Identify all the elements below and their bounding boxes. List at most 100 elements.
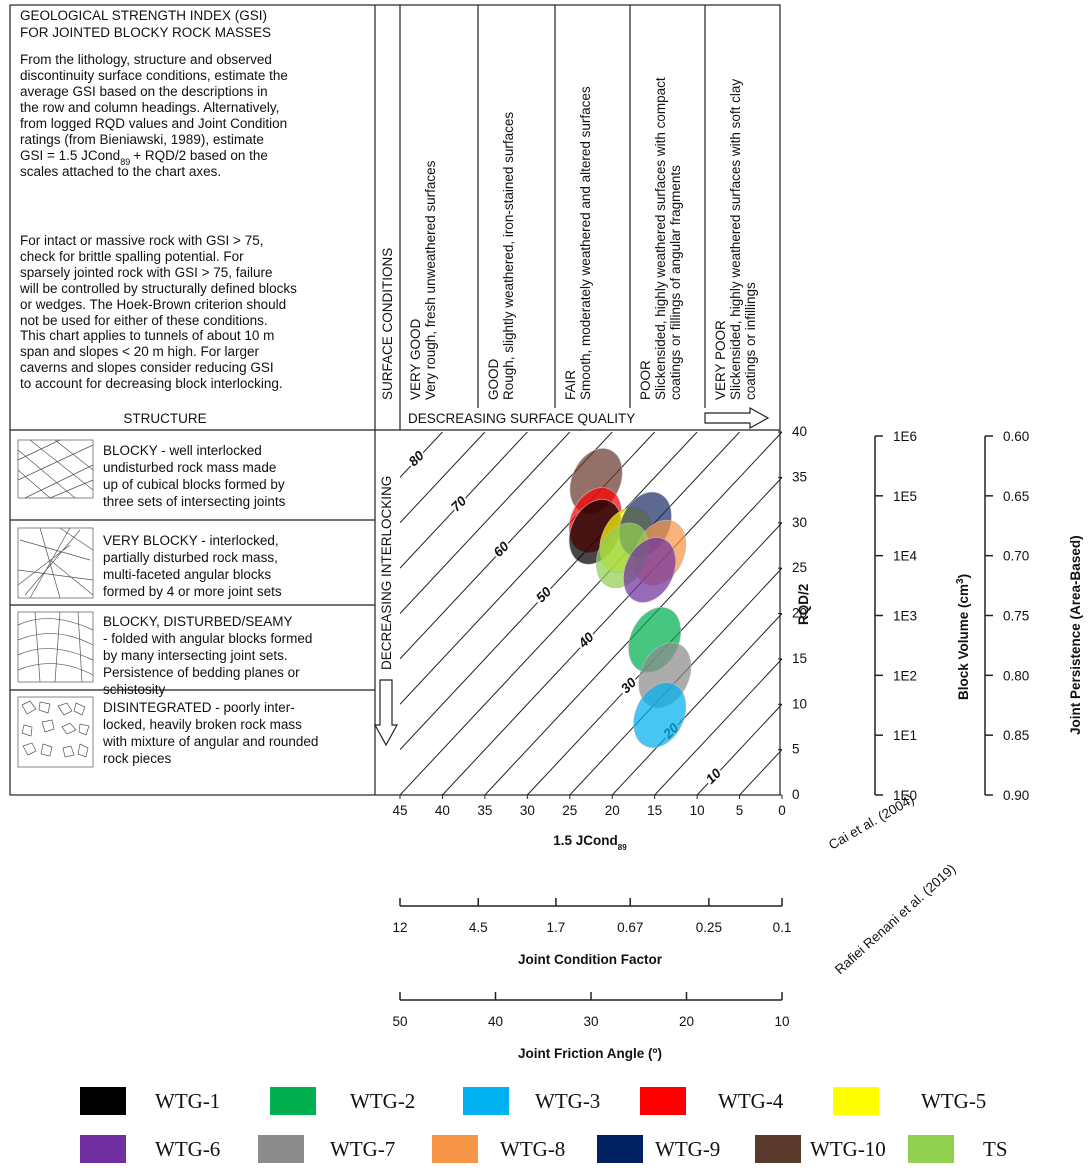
axis-tick-label: 1E3: [893, 609, 917, 624]
legend-swatch: [80, 1135, 126, 1163]
legend-swatch: [258, 1135, 304, 1163]
structure-description: undisturbed rock mass made: [103, 460, 276, 475]
y-tick-label: 15: [792, 651, 807, 666]
surface-description: Slickensided, highly weathered surfaces …: [653, 77, 668, 400]
gsi-line: [739, 749, 782, 795]
axis-tick-label: 1E5: [893, 489, 917, 504]
x-tick-label: 45: [392, 803, 407, 818]
y-tick-label: 5: [792, 742, 800, 757]
text-part: GSI = 1.5 JCond: [20, 148, 120, 163]
x-tick-label: 40: [435, 803, 450, 818]
structure-description: multi-faceted angular blocks: [103, 567, 271, 582]
x-tick-label: 35: [477, 803, 492, 818]
frame: [9, 4, 781, 796]
legend-swatch: [755, 1135, 801, 1163]
surface-description: Slickensided, highly weathered surfaces …: [728, 79, 743, 400]
legend-label: TS: [983, 1137, 1008, 1161]
y-tick-label: 25: [792, 560, 807, 575]
gsi-line: [400, 432, 740, 795]
structure-description: schistosity: [103, 682, 166, 697]
y-tick-label: 20: [792, 606, 807, 621]
x-tick-label: 10: [690, 803, 705, 818]
gsi-line: [611, 613, 782, 795]
axis-tick-label: 40: [488, 1014, 503, 1029]
x-tick-label: 0: [778, 803, 786, 818]
axis-tick-label: 1E6: [893, 429, 917, 444]
paragraph-line: caverns and slopes consider reducing GSI: [20, 360, 274, 375]
legend-label: WTG-6: [155, 1137, 220, 1161]
surface-title: VERY POOR: [713, 320, 728, 400]
legend-label: WTG-7: [330, 1137, 395, 1161]
legend-swatch: [432, 1135, 478, 1163]
x-tick-label: 25: [562, 803, 577, 818]
axis-tick-label: 0.65: [1003, 489, 1029, 504]
y-tick-label: 0: [792, 787, 800, 802]
gsi-line: [400, 432, 528, 569]
paragraph-line: span and slopes < 20 m high. For larger: [20, 344, 260, 359]
y-axis-title: RQD/2: [796, 584, 811, 625]
paragraph-line: sparsely jointed rock with GSI > 75, fai…: [20, 265, 273, 280]
surface-title: FAIR: [563, 370, 578, 400]
structure-description: formed by 4 or more joint sets: [103, 584, 282, 599]
x-tick-label: 20: [605, 803, 620, 818]
legend-swatch: [80, 1087, 126, 1115]
paragraph-line: or wedges. The Hoek-Brown criterion shou…: [20, 297, 286, 312]
gsi-label: 30: [618, 674, 640, 696]
gsi-label: 60: [491, 538, 513, 560]
paragraph-line: the row and column headings. Alternative…: [20, 100, 279, 115]
surface-label: SURFACE CONDITIONS: [380, 248, 395, 400]
paragraph-line: ratings (from Bieniawski, 1989), estimat…: [20, 132, 264, 147]
surface-title: GOOD: [486, 358, 501, 400]
axis-title: Block Volume (cm3): [955, 574, 972, 700]
surface-description: Very rough, fresh unweathered surfaces: [423, 160, 438, 400]
y-tick-label: 30: [792, 515, 807, 530]
paragraph-line: This chart applies to tunnels of about 1…: [20, 328, 274, 343]
axis-tick-label: 0.75: [1003, 609, 1029, 624]
x-tick-label: 15: [647, 803, 662, 818]
structure-description: rock pieces: [103, 751, 172, 766]
legend-label: WTG-9: [655, 1137, 720, 1161]
axis-tick-label: 0.25: [696, 920, 722, 935]
x-tick-label: 30: [520, 803, 535, 818]
legend-swatch: [597, 1135, 643, 1163]
gsi-label: 10: [703, 765, 725, 787]
structure-icons: [17, 439, 94, 768]
surface-description: Smooth, moderately weathered and altered…: [578, 86, 593, 400]
data-ellipse: [623, 537, 676, 603]
y-tick-label: 10: [792, 696, 807, 711]
legend-label: WTG-3: [535, 1089, 600, 1113]
legend-label: WTG-10: [810, 1137, 886, 1161]
axis-tick-label: 30: [583, 1014, 598, 1029]
axis-tick-label: 0.60: [1003, 429, 1029, 444]
x-axis-title: 1.5 JCond89: [553, 833, 627, 852]
gsi-label: 40: [575, 629, 597, 651]
legend-swatch: [463, 1087, 509, 1115]
y-tick-label: 40: [792, 424, 807, 439]
structure-description: BLOCKY - well interlocked: [103, 443, 262, 458]
paragraph-line: not be used for either of these conditio…: [20, 313, 268, 328]
legend-swatch: [833, 1087, 879, 1115]
paragraph-line: discontinuity surface conditions, estima…: [20, 68, 288, 83]
paragraph-line: to account for decreasing block interloc…: [20, 376, 283, 391]
gsi-line: [442, 432, 782, 795]
surface-arrow-label: DESCREASING SURFACE QUALITY: [408, 411, 635, 426]
surface-title: POOR: [638, 360, 653, 400]
gsi-line: [696, 703, 782, 795]
axis-tick-label: 0.70: [1003, 549, 1029, 564]
axis-tick-label: 1E1: [893, 728, 917, 743]
interlocking-label: DECREASING INTERLOCKING: [379, 476, 394, 670]
gsi-label: 80: [406, 448, 428, 470]
axis-tick-label: 0.67: [617, 920, 643, 935]
legend-swatch: [908, 1135, 954, 1163]
axis-tick-label: 1E0: [893, 788, 917, 803]
surface-title: VERY GOOD: [408, 318, 423, 400]
annotation: Rafiei Renani et al. (2019): [832, 861, 959, 977]
y-tick-label: 35: [792, 469, 807, 484]
structure-description: three sets of intersecting joints: [103, 494, 286, 509]
paragraph-line: from logged RQD values and Joint Conditi…: [20, 116, 287, 131]
axis-tick-label: 0.90: [1003, 788, 1029, 803]
legend-label: WTG-5: [921, 1089, 986, 1113]
paragraph-line: For intact or massive rock with GSI > 75…: [20, 233, 263, 248]
structure-description: with mixture of angular and rounded: [102, 734, 318, 749]
